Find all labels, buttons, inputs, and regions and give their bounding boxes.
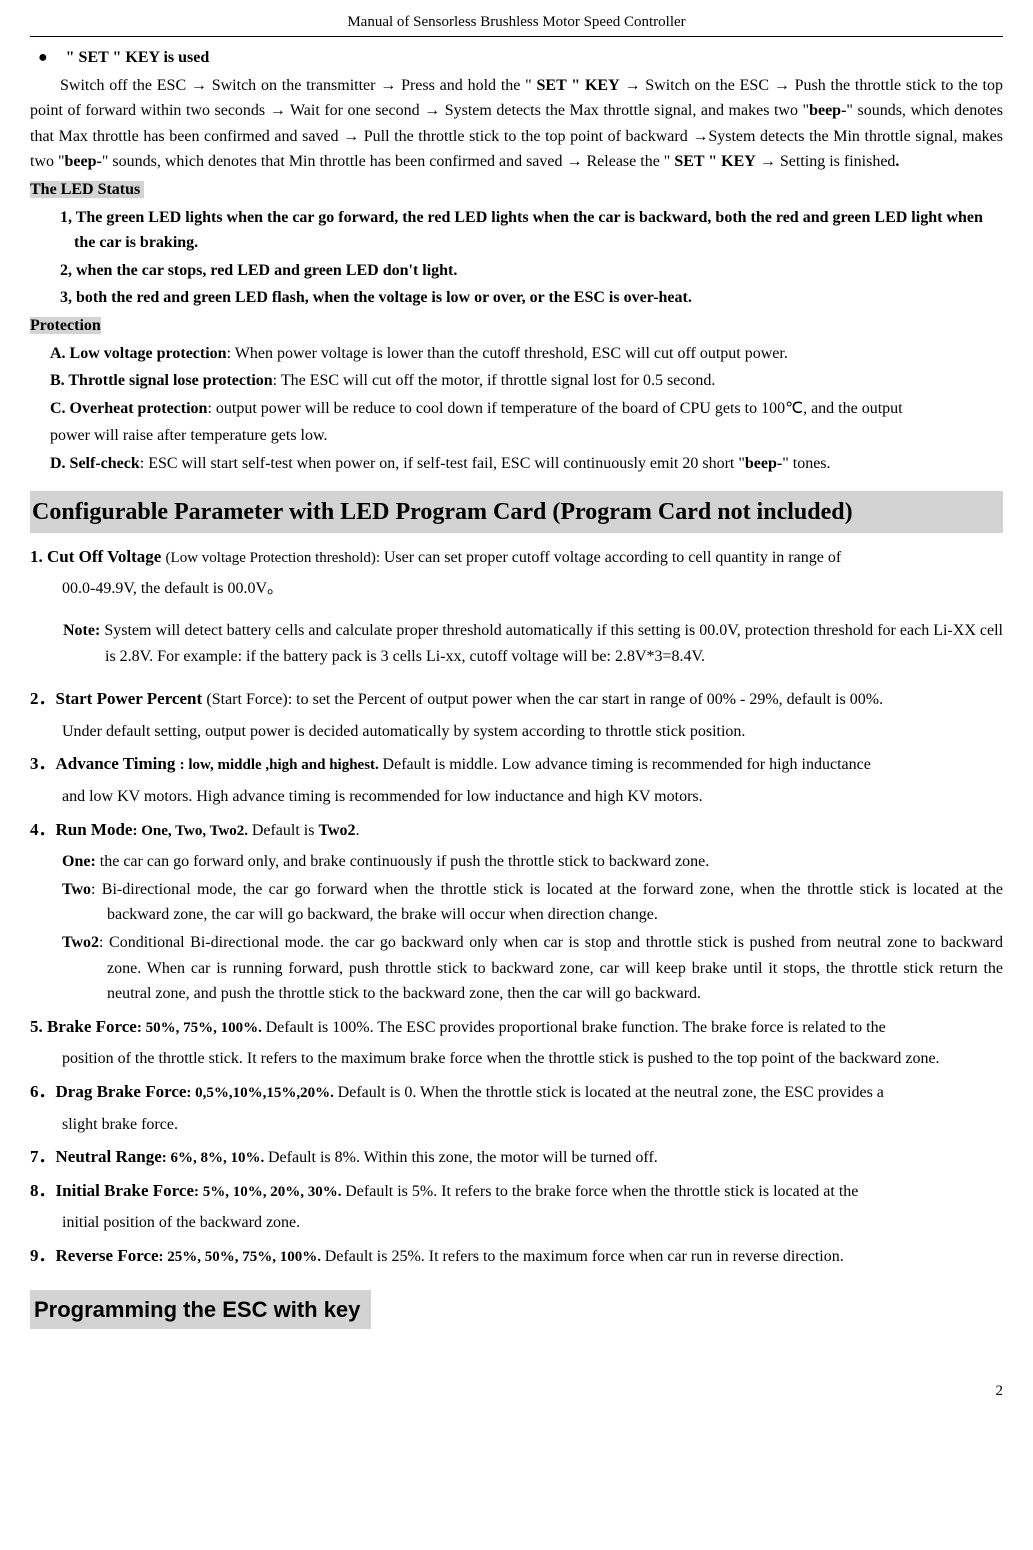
- param-4-two2: Two2: Conditional Bi-directional mode. t…: [62, 930, 1003, 1007]
- protection-a: A. Low voltage protection: When power vo…: [50, 341, 1003, 367]
- page-number: 2: [30, 1379, 1003, 1403]
- param-2-body: Under default setting, output power is d…: [62, 719, 1003, 745]
- led-item-3: 3, both the red and green LED flash, whe…: [60, 285, 1003, 311]
- programming-heading: Programming the ESC with key: [30, 1290, 371, 1329]
- param-5-body: position of the throttle stick. It refer…: [62, 1046, 1003, 1072]
- set-key-title: " SET " KEY is used: [30, 45, 1003, 71]
- param-1-body: 00.0-49.9V, the default is 00.0V。: [62, 576, 1003, 602]
- protection-title: Protection: [30, 317, 101, 334]
- param-6: 6．Drag Brake Force: 0,5%,10%,15%,20%. De…: [30, 1078, 1003, 1106]
- param-4: 4．Run Mode: One, Two, Two2. Default is T…: [30, 816, 1003, 844]
- param-4-one: One: the car can go forward only, and br…: [62, 849, 1003, 875]
- protection-c-cont: power will raise after temperature gets …: [50, 423, 1003, 449]
- protection-c: C. Overheat protection: output power wil…: [50, 396, 1003, 422]
- led-item-2: 2, when the car stops, red LED and green…: [60, 258, 1003, 284]
- config-heading: Configurable Parameter with LED Program …: [30, 491, 1003, 533]
- param-1-note: Note: System will detect battery cells a…: [105, 618, 1003, 669]
- param-6-body: slight brake force.: [62, 1112, 1003, 1138]
- protection-d: D. Self-check: ESC will start self-test …: [50, 451, 1003, 477]
- param-2: 2．Start Power Percent (Start Force): to …: [30, 685, 1003, 713]
- led-status-list: 1, The green LED lights when the car go …: [60, 205, 1003, 311]
- param-3: 3．Advance Timing : low, middle ,high and…: [30, 750, 1003, 778]
- set-key-body: Switch off the ESC → Switch on the trans…: [30, 73, 1003, 175]
- param-9: 9．Reverse Force: 25%, 50%, 75%, 100%. De…: [30, 1242, 1003, 1270]
- led-status-title: The LED Status: [30, 181, 144, 198]
- param-4-two: Two: Bi-directional mode, the car go for…: [62, 877, 1003, 928]
- param-8: 8．Initial Brake Force: 5%, 10%, 20%, 30%…: [30, 1177, 1003, 1205]
- protection-list: A. Low voltage protection: When power vo…: [50, 341, 1003, 477]
- param-1: 1. Cut Off Voltage (Low voltage Protecti…: [30, 543, 1003, 571]
- param-8-body: initial position of the backward zone.: [62, 1210, 1003, 1236]
- param-5: 5. Brake Force: 50%, 75%, 100%. Default …: [30, 1013, 1003, 1041]
- param-7: 7．Neutral Range: 6%, 8%, 10%. Default is…: [30, 1143, 1003, 1171]
- protection-b: B. Throttle signal lose protection: The …: [50, 368, 1003, 394]
- page-header: Manual of Sensorless Brushless Motor Spe…: [30, 10, 1003, 37]
- param-3-body: and low KV motors. High advance timing i…: [62, 784, 1003, 810]
- led-item-1: 1, The green LED lights when the car go …: [60, 205, 1003, 256]
